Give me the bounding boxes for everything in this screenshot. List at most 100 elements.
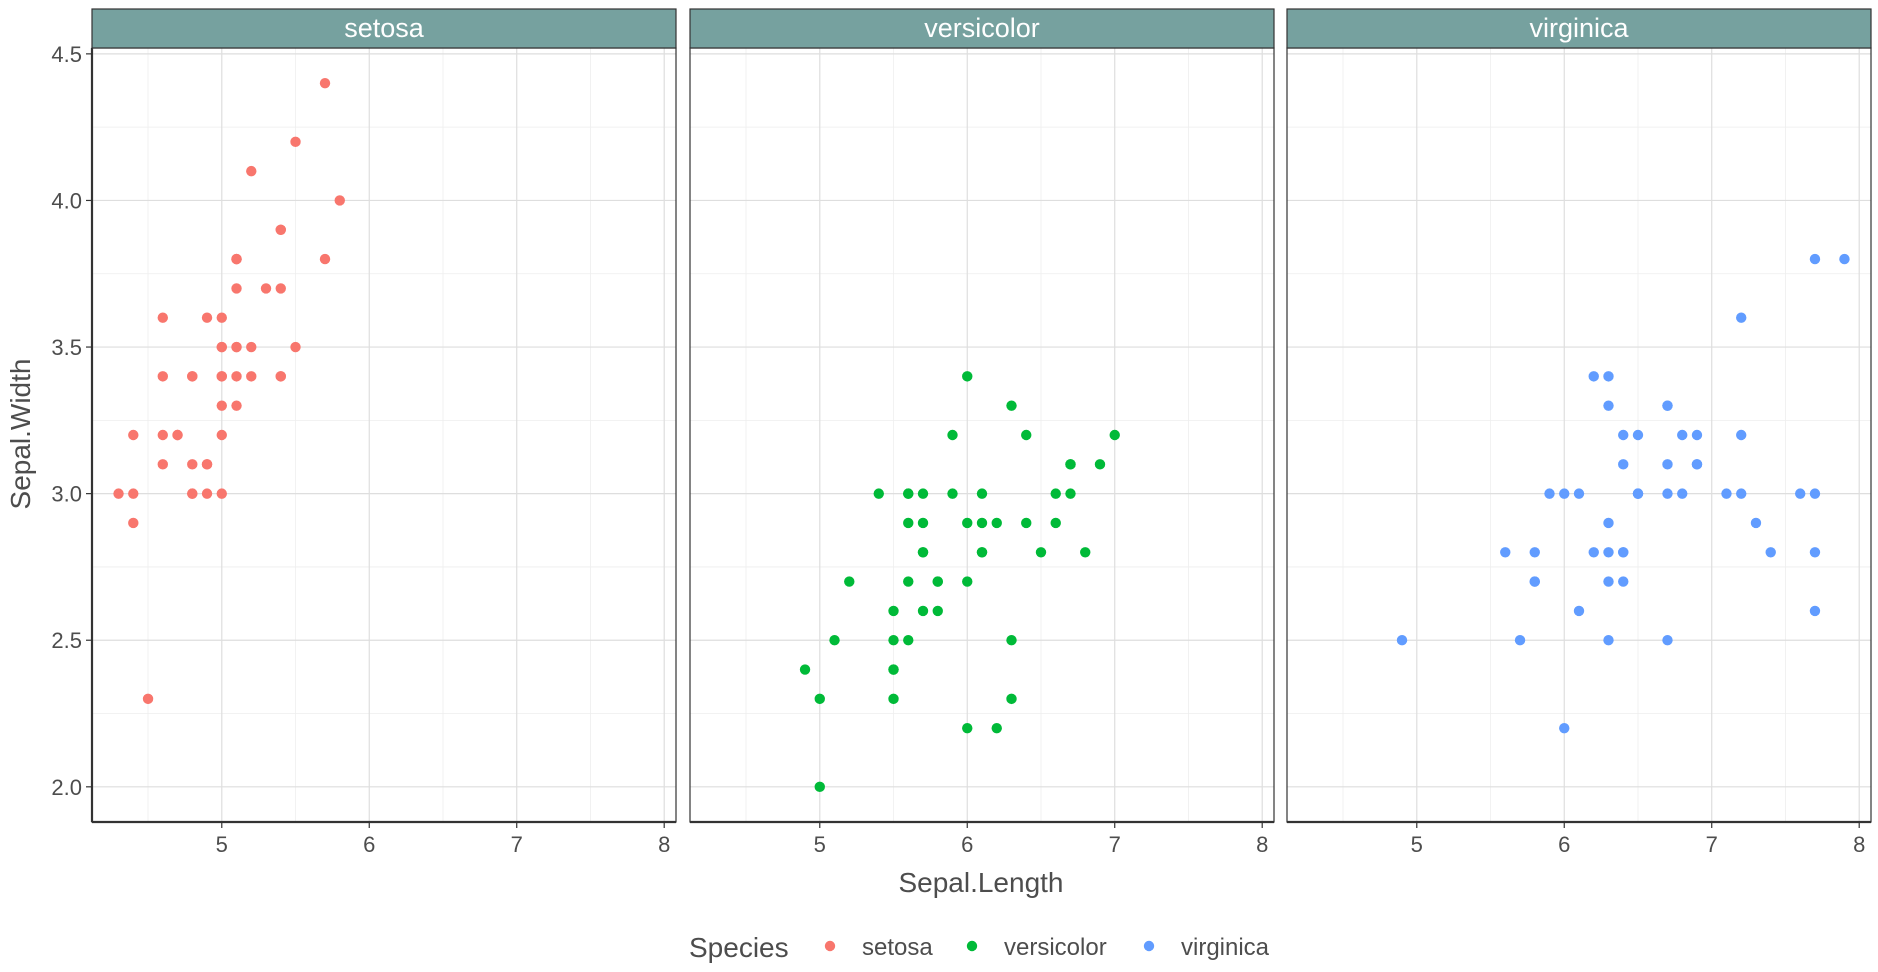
data-point — [844, 576, 855, 587]
data-point — [187, 459, 198, 470]
data-point — [917, 488, 929, 499]
legend-entry-virginica: virginica — [1143, 934, 1270, 961]
data-point — [903, 576, 914, 587]
data-point — [1544, 488, 1555, 499]
data-point — [172, 429, 183, 441]
data-point — [319, 77, 331, 89]
data-point — [1765, 547, 1776, 558]
x-tick-label: 7 — [1706, 832, 1718, 857]
data-point — [216, 341, 227, 353]
data-point — [157, 459, 168, 470]
x-tick-label: 8 — [1853, 832, 1865, 857]
data-point — [976, 547, 988, 558]
x-tick-label: 6 — [961, 832, 973, 857]
data-point — [917, 605, 929, 617]
data-point — [275, 224, 286, 235]
data-point — [1603, 400, 1614, 411]
data-point — [216, 429, 227, 441]
panel-background — [92, 48, 676, 822]
legend: Species setosa versicolor virginica — [689, 932, 1270, 963]
data-point — [917, 517, 929, 529]
data-point — [903, 635, 914, 646]
data-point — [1529, 547, 1540, 558]
legend-key — [824, 940, 836, 952]
data-point — [1809, 253, 1821, 265]
data-point — [231, 400, 242, 411]
data-point — [128, 429, 139, 441]
data-point — [1035, 547, 1047, 558]
data-point — [216, 400, 227, 411]
data-point — [157, 429, 168, 441]
data-point — [1795, 488, 1806, 499]
data-point — [231, 371, 242, 382]
facet-strip-label: setosa — [344, 13, 425, 43]
data-point — [1736, 312, 1747, 323]
data-point — [319, 253, 331, 265]
panel-background — [1287, 48, 1871, 822]
legend-label: setosa — [862, 934, 933, 961]
data-point — [1396, 635, 1408, 646]
data-point — [231, 253, 242, 265]
facet-panel-setosa: setosa 5 6 7 8 2.0 2.5 3.0 3.5 4.0 4.5 — [51, 8, 677, 857]
data-point — [157, 312, 168, 323]
data-point — [1721, 488, 1732, 499]
data-point — [1662, 459, 1673, 470]
data-point — [814, 781, 825, 793]
facet-strip — [689, 8, 1275, 49]
y-axis-title: Sepal.Width — [5, 359, 36, 510]
data-point — [962, 371, 973, 382]
data-point — [1603, 371, 1614, 382]
data-point — [947, 488, 958, 499]
data-point — [260, 283, 272, 294]
data-point — [976, 517, 988, 529]
data-point — [903, 517, 914, 529]
data-point — [962, 517, 973, 529]
data-point — [1065, 459, 1076, 470]
data-point — [290, 136, 301, 148]
data-point — [1603, 547, 1614, 558]
data-point — [962, 722, 973, 734]
legend-entry-versicolor: versicolor — [966, 934, 1107, 961]
y-tick-label: 3.0 — [51, 482, 82, 507]
data-point — [991, 722, 1002, 734]
facet-strip-label: versicolor — [924, 13, 1040, 43]
data-point — [1691, 459, 1703, 470]
facet-strip — [1286, 8, 1872, 49]
data-point — [1677, 429, 1688, 441]
data-point — [246, 165, 257, 177]
data-point — [231, 283, 242, 294]
y-tick-label: 2.5 — [51, 628, 82, 653]
data-point — [1559, 722, 1570, 734]
data-point — [128, 488, 139, 499]
y-tick-label: 4.5 — [51, 42, 82, 67]
legend-label: virginica — [1181, 934, 1270, 961]
facet-panel-versicolor: versicolor 5 6 7 8 — [689, 8, 1275, 857]
data-point — [1065, 488, 1076, 499]
x-tick-label: 6 — [1558, 832, 1570, 857]
data-point — [1050, 517, 1061, 529]
data-point — [1750, 517, 1762, 529]
x-tick-label: 5 — [216, 832, 228, 857]
facet-panel-virginica: virginica 5 6 7 8 — [1286, 8, 1872, 857]
data-point — [231, 341, 242, 353]
data-point — [1677, 488, 1688, 499]
x-tick-label: 6 — [363, 832, 375, 857]
data-point — [1632, 488, 1644, 499]
legend-label: versicolor — [1004, 934, 1107, 961]
data-point — [932, 605, 943, 617]
data-point — [216, 488, 227, 499]
data-point — [113, 488, 124, 499]
data-point — [1500, 547, 1511, 558]
data-point — [1050, 488, 1061, 499]
data-point — [1529, 576, 1540, 587]
data-point — [142, 693, 154, 705]
x-tick-label: 8 — [1256, 832, 1268, 857]
data-point — [917, 547, 929, 558]
data-point — [991, 517, 1002, 529]
data-point — [275, 371, 286, 382]
data-point — [1514, 635, 1526, 646]
x-tick-label: 5 — [814, 832, 826, 857]
data-point — [1662, 488, 1673, 499]
data-point — [187, 371, 198, 382]
